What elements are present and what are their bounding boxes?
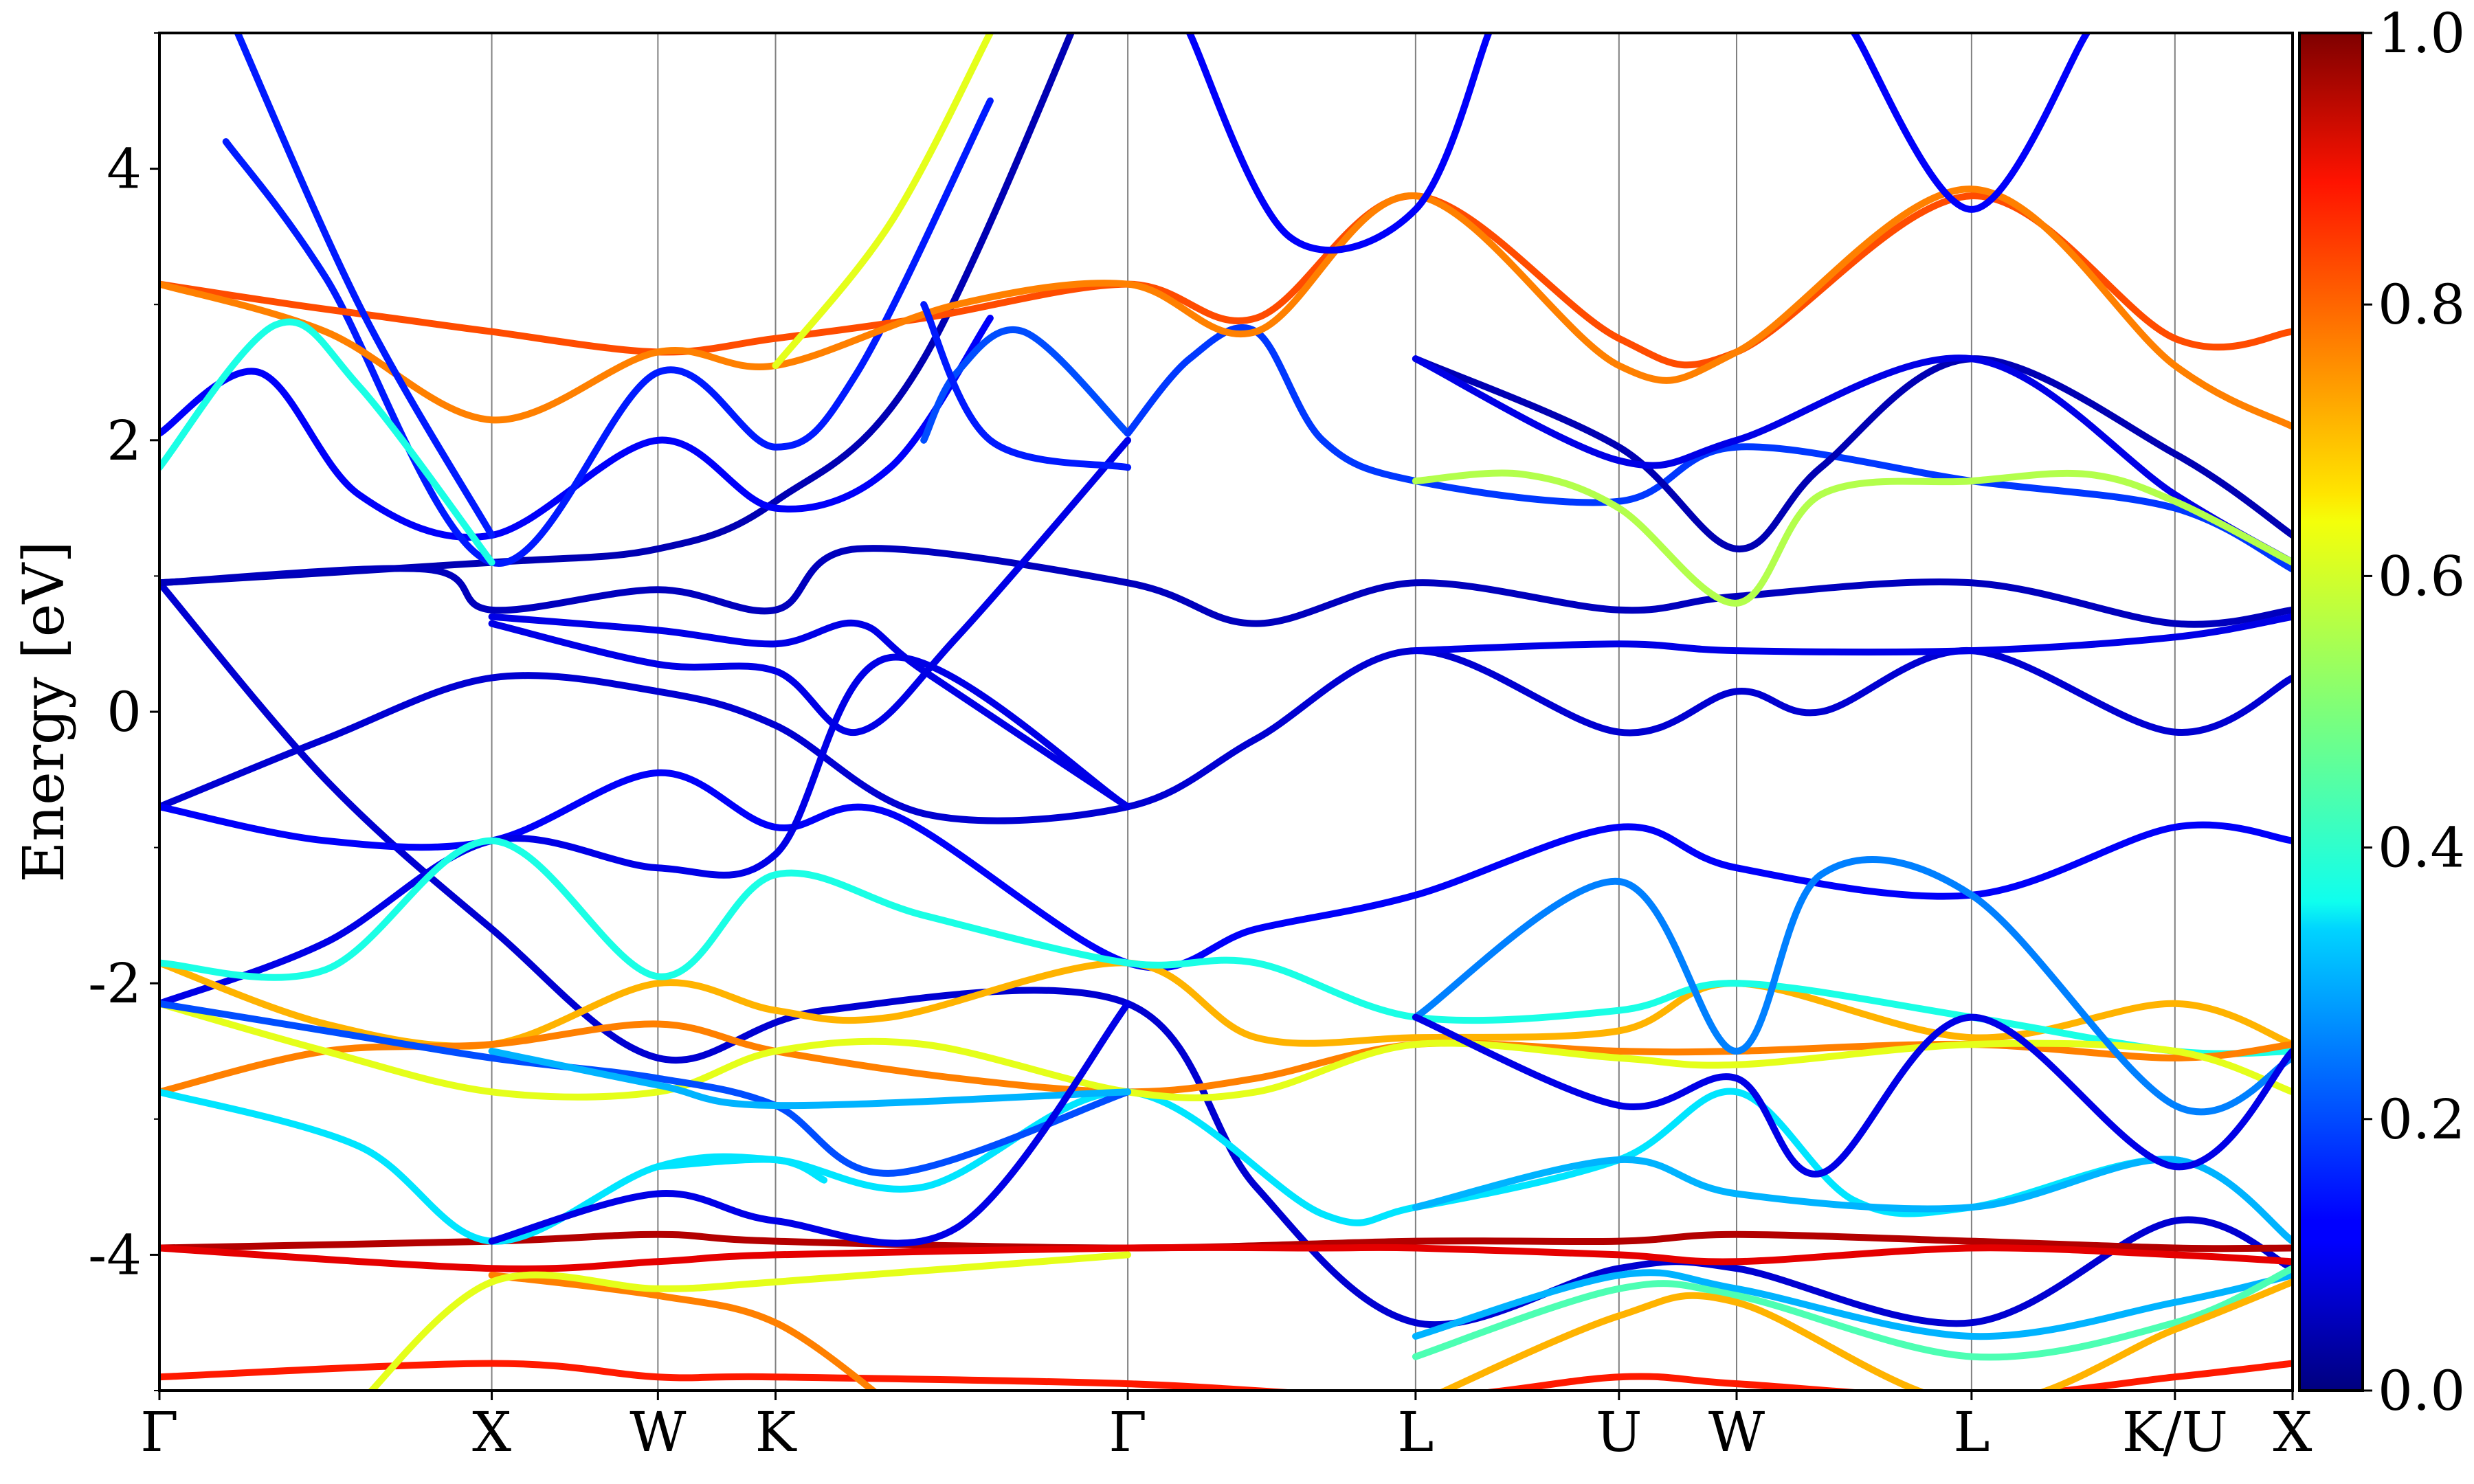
colorbar-tick-label: 1.0: [2378, 1, 2465, 65]
x-axis: Γ X W K Γ L U W L K/U X: [140, 1391, 2313, 1464]
x-tick-label: W: [629, 1400, 686, 1464]
band-line: [234, 33, 495, 539]
x-tick-label: L: [1953, 1400, 1990, 1464]
band-line: [1412, 1269, 2293, 1340]
x-tick-label: U: [1596, 1400, 1642, 1464]
band-line: [654, 1156, 828, 1184]
band-line: [159, 1088, 2293, 1245]
band-line: [488, 1000, 1132, 1247]
y-axis-label: Energy [eV]: [12, 541, 77, 882]
colorbar-tick-label: 0.4: [2378, 816, 2465, 880]
x-tick-label: X: [472, 1400, 511, 1464]
band-line: [159, 1000, 2293, 1101]
band-line: [159, 647, 2293, 824]
colorbar-gradient: [2298, 32, 2364, 1392]
x-tick-label: W: [1708, 1400, 1765, 1464]
band-line: [920, 326, 1132, 444]
x-tick-label: L: [1397, 1400, 1434, 1464]
band-line: [1851, 33, 2091, 213]
x-tick-label: Γ: [1108, 1400, 1147, 1464]
colorbar-tick-label: 0.0: [2378, 1359, 2465, 1423]
band-line: [367, 1251, 1132, 1391]
y-axis: -4 -2 0 2 4: [88, 32, 159, 1391]
colorbar-tick-label: 0.2: [2378, 1088, 2465, 1151]
y-tick-label: -4: [88, 1223, 142, 1287]
x-tick-label: X: [2273, 1400, 2313, 1464]
band-line: [159, 186, 2293, 430]
band-line: [159, 1230, 2293, 1252]
band-line: [488, 613, 1132, 811]
band-line: [159, 837, 2293, 1057]
band-line: [488, 1272, 879, 1391]
y-tick-label: 0: [107, 680, 142, 744]
band-line: [159, 192, 2293, 369]
band-line: [159, 959, 2293, 1050]
colorbar: 0.0 0.2 0.4 0.6 0.8 1.0: [2298, 1, 2465, 1423]
band-line: [1186, 33, 1493, 254]
band-line: [488, 436, 1132, 737]
band-line: [159, 1000, 1132, 1177]
band-line: [159, 579, 2293, 1329]
colorbar-tick-label: 0.6: [2378, 544, 2465, 608]
band-lines: [159, 33, 2293, 1391]
band-line: [1412, 355, 2293, 552]
band-line: [1412, 1265, 2293, 1361]
band-line: [222, 97, 994, 567]
colorbar-tick-label: 0.8: [2378, 273, 2465, 337]
band-line: [159, 33, 1075, 587]
band-line: [1412, 613, 2293, 655]
band-line: [1412, 1156, 2293, 1245]
band-line: [1412, 355, 2293, 566]
band-line: [159, 769, 2293, 971]
band-line: [159, 315, 994, 541]
band-line: [1412, 1013, 2293, 1178]
y-tick-label: 4: [107, 137, 142, 201]
band-line: [1412, 469, 2293, 607]
plot-frame: [158, 32, 2294, 1392]
x-tick-label: K/U: [2122, 1400, 2228, 1464]
y-tick-label: 2: [107, 409, 142, 473]
band-line: [1437, 1278, 2293, 1391]
band-line: [159, 318, 495, 566]
band-line: [488, 1048, 1132, 1110]
x-tick-label: K: [755, 1400, 797, 1464]
band-line: [159, 1244, 2293, 1272]
x-tick-label: Γ: [140, 1400, 179, 1464]
band-line: [1412, 856, 2293, 1116]
band-line: [159, 1360, 2293, 1391]
y-tick-label: -2: [88, 952, 142, 1015]
high-symmetry-lines: [491, 33, 2176, 1391]
band-line: [159, 545, 2293, 628]
band-line: [772, 33, 994, 370]
band-line: [920, 301, 1132, 471]
